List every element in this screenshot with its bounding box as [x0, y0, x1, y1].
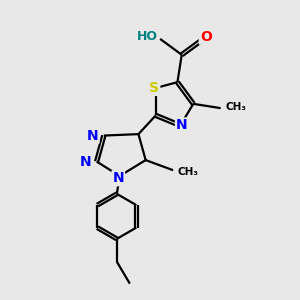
Text: N: N — [112, 171, 124, 185]
Text: HO: HO — [137, 30, 158, 43]
Text: N: N — [176, 118, 188, 133]
Text: N: N — [87, 129, 99, 142]
Text: N: N — [80, 154, 92, 169]
Text: O: O — [200, 30, 212, 44]
Text: CH₃: CH₃ — [226, 102, 247, 112]
Text: S: S — [149, 81, 159, 95]
Text: CH₃: CH₃ — [177, 167, 198, 177]
